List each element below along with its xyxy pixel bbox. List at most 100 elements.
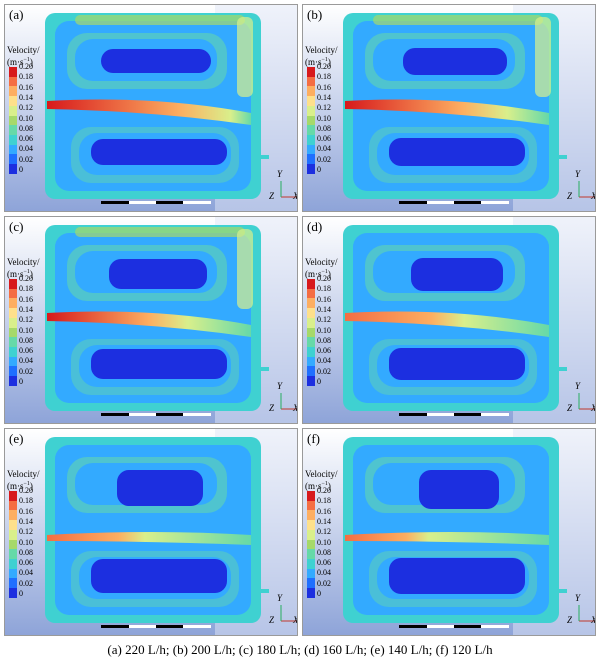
colorbar-tick-label: 0.16 xyxy=(19,506,33,516)
colorbar-swatch xyxy=(307,154,315,165)
colorbar-swatch xyxy=(307,115,315,126)
velocity-contour-image xyxy=(303,429,595,635)
colorbar-swatch xyxy=(307,105,315,116)
colorbar-tick-label: 0.18 xyxy=(19,284,33,294)
colorbar-tick-label: 0 xyxy=(19,589,23,598)
velocity-panel: Y Z X (b) Velocity/(m·s−1) 0.20 0.18 0.16 0.14 0.… xyxy=(302,4,596,212)
colorbar-tick-label: 0.12 xyxy=(317,315,331,325)
colorbar-swatch xyxy=(307,164,315,174)
colorbar-tick-label: 0.20 xyxy=(19,274,33,283)
colorbar-swatch xyxy=(9,559,17,569)
colorbar-swatch xyxy=(307,539,315,550)
colorbar-tick-label: 0.10 xyxy=(317,113,331,123)
colorbar-tick-label: 0 xyxy=(19,165,23,174)
velocity-panel: Y Z X (a) Velocity/(m·s−1) 0.20 0.18 0.16 0.14 0.… xyxy=(4,4,298,212)
colorbar-swatch xyxy=(9,578,17,589)
colorbar-swatch xyxy=(9,288,17,299)
colorbar-tick-label: 0.10 xyxy=(317,325,331,335)
colorbar-tick-label: 0.04 xyxy=(19,356,33,366)
colorbar-tick-label: 0.20 xyxy=(317,486,331,495)
colorbar-swatch xyxy=(307,356,315,367)
colorbar-tick-label: 0.02 xyxy=(19,578,33,588)
colorbar-tick-label: 0.12 xyxy=(19,103,33,113)
colorbar-swatch xyxy=(307,578,315,589)
figure-caption: (a) 220 L/h; (b) 200 L/h; (c) 180 L/h; (… xyxy=(107,642,493,657)
colorbar-tick-label: 0.14 xyxy=(317,304,331,314)
colorbar-swatch xyxy=(9,298,17,309)
colorbar xyxy=(9,491,17,598)
colorbar-swatch xyxy=(9,510,17,521)
colorbar xyxy=(307,67,315,174)
colorbar-tick-label: 0.04 xyxy=(19,144,33,154)
axis-y-label: Y xyxy=(277,381,283,391)
colorbar-swatch xyxy=(307,144,315,155)
colorbar-swatch xyxy=(307,327,315,338)
colorbar-tick-label: 0.06 xyxy=(19,346,33,356)
colorbar-tick-label: 0.20 xyxy=(317,274,331,283)
colorbar-tick-label: 0.10 xyxy=(317,537,331,547)
colorbar-swatch xyxy=(9,144,17,155)
colorbar-tick-label: 0.18 xyxy=(317,496,331,506)
colorbar-swatch xyxy=(9,500,17,511)
colorbar-swatch xyxy=(307,347,315,357)
colorbar-tick-label: 0.10 xyxy=(19,113,33,123)
colorbar-title: Velocity/(m·s−1) xyxy=(305,469,338,491)
colorbar-swatch xyxy=(307,317,315,328)
colorbar-swatch xyxy=(307,96,315,106)
colorbar-swatch xyxy=(9,115,17,126)
colorbar-swatch xyxy=(9,327,17,338)
colorbar-tick-label: 0.08 xyxy=(19,335,33,345)
colorbar-swatch xyxy=(9,76,17,87)
colorbar-title: Velocity/(m·s−1) xyxy=(7,469,40,491)
panel-label: (c) xyxy=(9,219,24,234)
colorbar-swatch xyxy=(9,366,17,377)
colorbar-swatch xyxy=(307,67,315,77)
colorbar xyxy=(307,279,315,386)
colorbar-tick-label: 0.06 xyxy=(19,558,33,568)
axis-z-label: Z xyxy=(269,615,275,625)
colorbar-tick-label: 0.20 xyxy=(19,62,33,71)
colorbar xyxy=(9,279,17,386)
axis-y-label: Y xyxy=(277,593,283,603)
velocity-contour-image xyxy=(303,5,595,211)
panel-label: (a) xyxy=(9,7,24,22)
colorbar-title: Velocity/(m·s−1) xyxy=(305,45,338,67)
colorbar-swatch xyxy=(9,529,17,540)
colorbar-swatch xyxy=(9,135,17,145)
velocity-contour-image xyxy=(5,429,297,635)
colorbar-swatch xyxy=(9,125,17,136)
colorbar-swatch xyxy=(307,559,315,569)
colorbar-swatch xyxy=(307,337,315,348)
colorbar-tick-label: 0.20 xyxy=(317,62,331,71)
colorbar-swatch xyxy=(307,125,315,136)
colorbar-tick-label: 0.06 xyxy=(19,134,33,144)
colorbar-tick-label: 0.16 xyxy=(317,506,331,516)
colorbar-swatch xyxy=(307,491,315,501)
colorbar-swatch xyxy=(9,539,17,550)
velocity-panel: Y Z X (f) Velocity/(m·s−1) 0.20 0.18 0.16 0.14 0.… xyxy=(302,428,596,636)
colorbar-tick-label: 0.18 xyxy=(317,284,331,294)
colorbar-tick-label: 0.08 xyxy=(317,335,331,345)
colorbar-swatch xyxy=(9,105,17,116)
axis-z-label: Z xyxy=(269,403,275,413)
colorbar-swatch xyxy=(307,500,315,511)
colorbar-swatch xyxy=(307,298,315,309)
colorbar-swatch xyxy=(9,549,17,560)
colorbar-swatch xyxy=(9,86,17,97)
colorbar-tick-label: 0.08 xyxy=(19,123,33,133)
colorbar-tick-label: 0.20 xyxy=(19,486,33,495)
colorbar-tick-label: 0.02 xyxy=(19,366,33,376)
colorbar-tick-label: 0.02 xyxy=(19,154,33,164)
colorbar-swatch xyxy=(307,279,315,289)
axis-z-label: Z xyxy=(567,191,573,201)
colorbar-swatch xyxy=(9,376,17,386)
colorbar-swatch xyxy=(307,366,315,377)
colorbar-swatch xyxy=(9,317,17,328)
velocity-contour-image xyxy=(303,217,595,423)
colorbar-swatch xyxy=(9,154,17,165)
colorbar-swatch xyxy=(9,356,17,367)
axis-x-label: X xyxy=(591,403,596,413)
velocity-panel: Y Z X (c) Velocity/(m·s−1) 0.20 0.18 0.16 0.14 0.… xyxy=(4,216,298,424)
colorbar-swatch xyxy=(307,376,315,386)
colorbar-swatch xyxy=(9,308,17,318)
